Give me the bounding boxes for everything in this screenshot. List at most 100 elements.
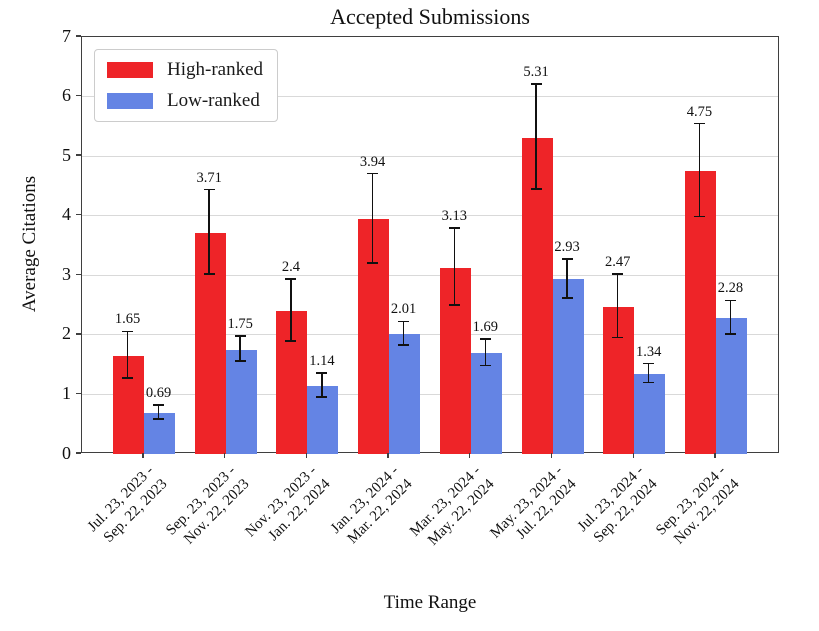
ytick-mark-7 <box>76 35 81 37</box>
value-label-high-2: 2.4 <box>281 259 300 276</box>
bar-low-7 <box>715 318 747 454</box>
ytick-label-1: 1 <box>62 382 71 403</box>
value-label-low-0: 0.69 <box>145 384 172 401</box>
ytick-label-3: 3 <box>62 263 71 284</box>
error-cap-top-1 <box>203 188 215 191</box>
gridline-y-6 <box>82 96 778 98</box>
error-cap-bottom-3 <box>367 262 379 264</box>
xtick-mark-5 <box>550 453 553 458</box>
error-cap-bottom-0 <box>153 418 164 420</box>
error-cap-top-3 <box>367 172 379 175</box>
value-label-high-1: 3.71 <box>196 169 222 186</box>
error-bar-high-1 <box>208 189 210 275</box>
error-bar-high-2 <box>290 279 292 341</box>
ytick-mark-0 <box>76 452 81 454</box>
error-cap-top-7 <box>693 122 705 125</box>
error-cap-bottom-6 <box>612 336 624 339</box>
plot-area: High-ranked Low-ranked <box>81 36 779 454</box>
error-bar-high-5 <box>535 84 537 190</box>
error-cap-top-4 <box>479 338 491 340</box>
bar-high-1 <box>194 232 226 454</box>
value-label-low-4: 1.69 <box>472 319 498 336</box>
xtick-mark-0 <box>142 453 144 458</box>
value-label-high-6: 2.47 <box>605 254 631 271</box>
value-label-high-4: 3.13 <box>441 207 467 224</box>
ytick-label-0: 0 <box>62 442 71 463</box>
error-cap-top-0 <box>153 403 164 406</box>
bar-low-1 <box>225 349 257 454</box>
error-bar-low-7 <box>729 300 732 334</box>
error-cap-bottom-1 <box>234 360 246 363</box>
ytick-label-2: 2 <box>62 323 71 344</box>
bar-low-4 <box>470 353 502 454</box>
xtick-mark-4 <box>469 453 471 458</box>
bar-low-5 <box>552 279 584 454</box>
error-bar-low-3 <box>402 321 405 346</box>
value-label-high-0: 1.65 <box>114 311 141 328</box>
error-cap-bottom-4 <box>479 364 491 367</box>
error-cap-top-6 <box>612 273 624 276</box>
legend-label-high: High-ranked <box>167 59 264 80</box>
error-bar-low-5 <box>566 258 568 299</box>
bar-high-4 <box>439 267 471 454</box>
error-cap-bottom-0 <box>122 377 133 379</box>
xtick-mark-1 <box>224 453 226 458</box>
x-axis-label: Time Range <box>383 592 477 613</box>
error-cap-top-7 <box>724 299 736 302</box>
error-cap-bottom-5 <box>561 297 573 299</box>
gridline-y-3 <box>82 274 778 276</box>
value-label-high-7: 4.75 <box>686 103 713 120</box>
bar-high-0 <box>113 355 144 454</box>
error-cap-bottom-7 <box>724 333 736 335</box>
error-cap-top-2 <box>285 278 297 280</box>
bar-high-7 <box>684 171 716 454</box>
error-cap-bottom-7 <box>693 215 705 218</box>
error-bar-high-4 <box>453 227 456 306</box>
bar-high-2 <box>276 311 308 454</box>
ytick-mark-2 <box>76 333 81 335</box>
ytick-mark-3 <box>76 273 81 275</box>
high-ranked-swatch-icon <box>107 62 153 78</box>
error-cap-bottom-2 <box>285 340 297 342</box>
error-bar-low-2 <box>321 373 323 397</box>
error-bar-high-0 <box>126 331 129 378</box>
gridline-y-2 <box>82 334 778 336</box>
bar-high-5 <box>521 137 553 454</box>
legend-entry-high: High-ranked <box>107 59 263 81</box>
error-bar-low-6 <box>647 363 650 383</box>
error-cap-top-4 <box>448 227 460 229</box>
gridline-y-4 <box>82 215 778 217</box>
bar-low-6 <box>634 374 666 454</box>
xtick-mark-2 <box>305 453 308 458</box>
error-cap-top-5 <box>561 257 573 260</box>
ytick-mark-6 <box>76 94 81 97</box>
ytick-mark-1 <box>76 392 81 395</box>
legend: High-ranked Low-ranked <box>94 49 279 122</box>
error-cap-top-3 <box>398 320 410 323</box>
y-axis-label: Average Citations <box>19 175 40 313</box>
ytick-label-4: 4 <box>62 204 71 225</box>
legend-entry-low: Low-ranked <box>107 90 263 112</box>
error-cap-bottom-6 <box>643 381 655 384</box>
error-cap-bottom-4 <box>448 304 460 307</box>
value-label-high-3: 3.94 <box>359 153 386 170</box>
error-cap-bottom-3 <box>398 344 410 346</box>
ytick-label-5: 5 <box>62 144 71 165</box>
ytick-mark-4 <box>76 214 81 216</box>
value-label-high-5: 5.31 <box>523 64 549 81</box>
error-bar-low-1 <box>239 336 241 362</box>
error-bar-high-3 <box>371 173 374 263</box>
error-cap-top-6 <box>643 362 655 365</box>
xtick-mark-3 <box>387 453 389 458</box>
low-ranked-swatch-icon <box>107 93 153 109</box>
ytick-label-7: 7 <box>62 25 71 46</box>
bar-low-3 <box>389 334 421 454</box>
legend-label-low: Low-ranked <box>167 90 260 111</box>
error-cap-top-0 <box>122 330 133 333</box>
xtick-mark-7 <box>714 453 716 458</box>
gridline-y-1 <box>82 393 778 395</box>
value-label-low-7: 2.28 <box>717 280 744 297</box>
error-cap-bottom-5 <box>530 188 542 190</box>
error-bar-low-4 <box>484 339 487 366</box>
